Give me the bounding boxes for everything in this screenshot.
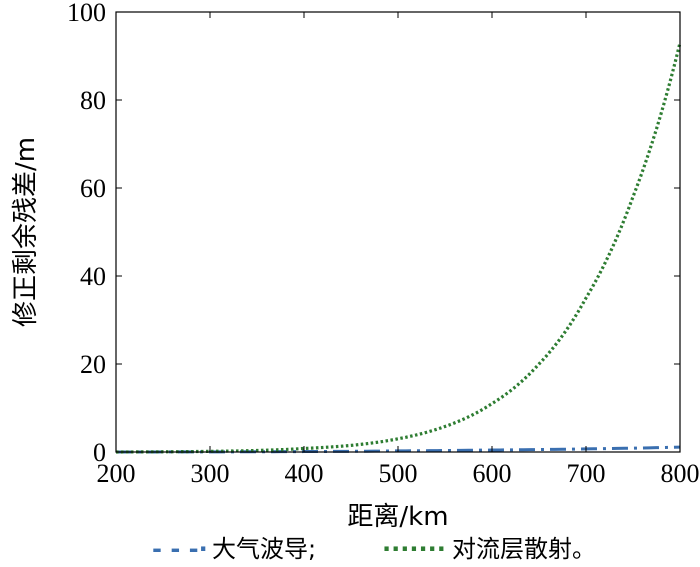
x-tick-label: 400 xyxy=(285,459,324,488)
x-tick-label: 300 xyxy=(191,459,230,488)
axes-frame xyxy=(115,11,681,453)
y-tick-label: 0 xyxy=(93,438,106,467)
series-line-2 xyxy=(115,42,682,454)
x-tick-label: 600 xyxy=(473,459,512,488)
x-axis-label: 距离/km xyxy=(347,502,448,532)
legend-label-2: 对流层散射。 xyxy=(452,535,596,563)
y-tick-label: 80 xyxy=(80,86,106,115)
y-tick-label: 20 xyxy=(80,350,106,379)
legend-marker-1: - - -· xyxy=(152,535,208,563)
x-tick-label: 200 xyxy=(97,459,136,488)
plot-area xyxy=(115,42,682,454)
y-axis-label: 修正剩余残差/m xyxy=(11,137,41,327)
legend-label-1: 大气波导; xyxy=(212,535,316,563)
axes: 200 300 400 500 600 700 800 0 20 40 60 80 100 xyxy=(67,0,700,488)
legend: - - -· 大气波导; ······· 对流层散射。 xyxy=(152,535,596,563)
x-tick-label: 500 xyxy=(379,459,418,488)
y-tick-label: 40 xyxy=(80,262,106,291)
x-tick-label: 700 xyxy=(567,459,606,488)
y-tick-label: 60 xyxy=(80,174,106,203)
y-tick-label: 100 xyxy=(67,0,106,27)
x-tick-label: 800 xyxy=(661,459,700,488)
legend-marker-2: ······· xyxy=(382,535,446,563)
